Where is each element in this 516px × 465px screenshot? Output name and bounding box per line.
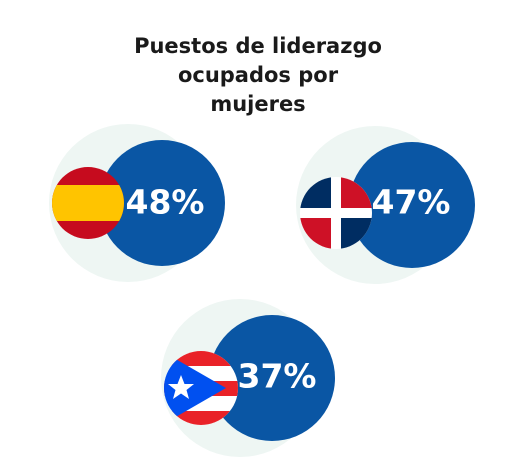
value-label: 47%	[372, 183, 451, 222]
value-label: 48%	[126, 183, 205, 222]
bubble	[349, 142, 475, 268]
flag-puerto-rico	[164, 351, 238, 425]
flag-spain	[52, 167, 124, 239]
value-label: 37%	[238, 357, 317, 396]
bubble	[209, 315, 335, 441]
bubble	[99, 140, 225, 266]
chart-title: Puestos de liderazgo ocupados por mujere…	[134, 34, 382, 116]
